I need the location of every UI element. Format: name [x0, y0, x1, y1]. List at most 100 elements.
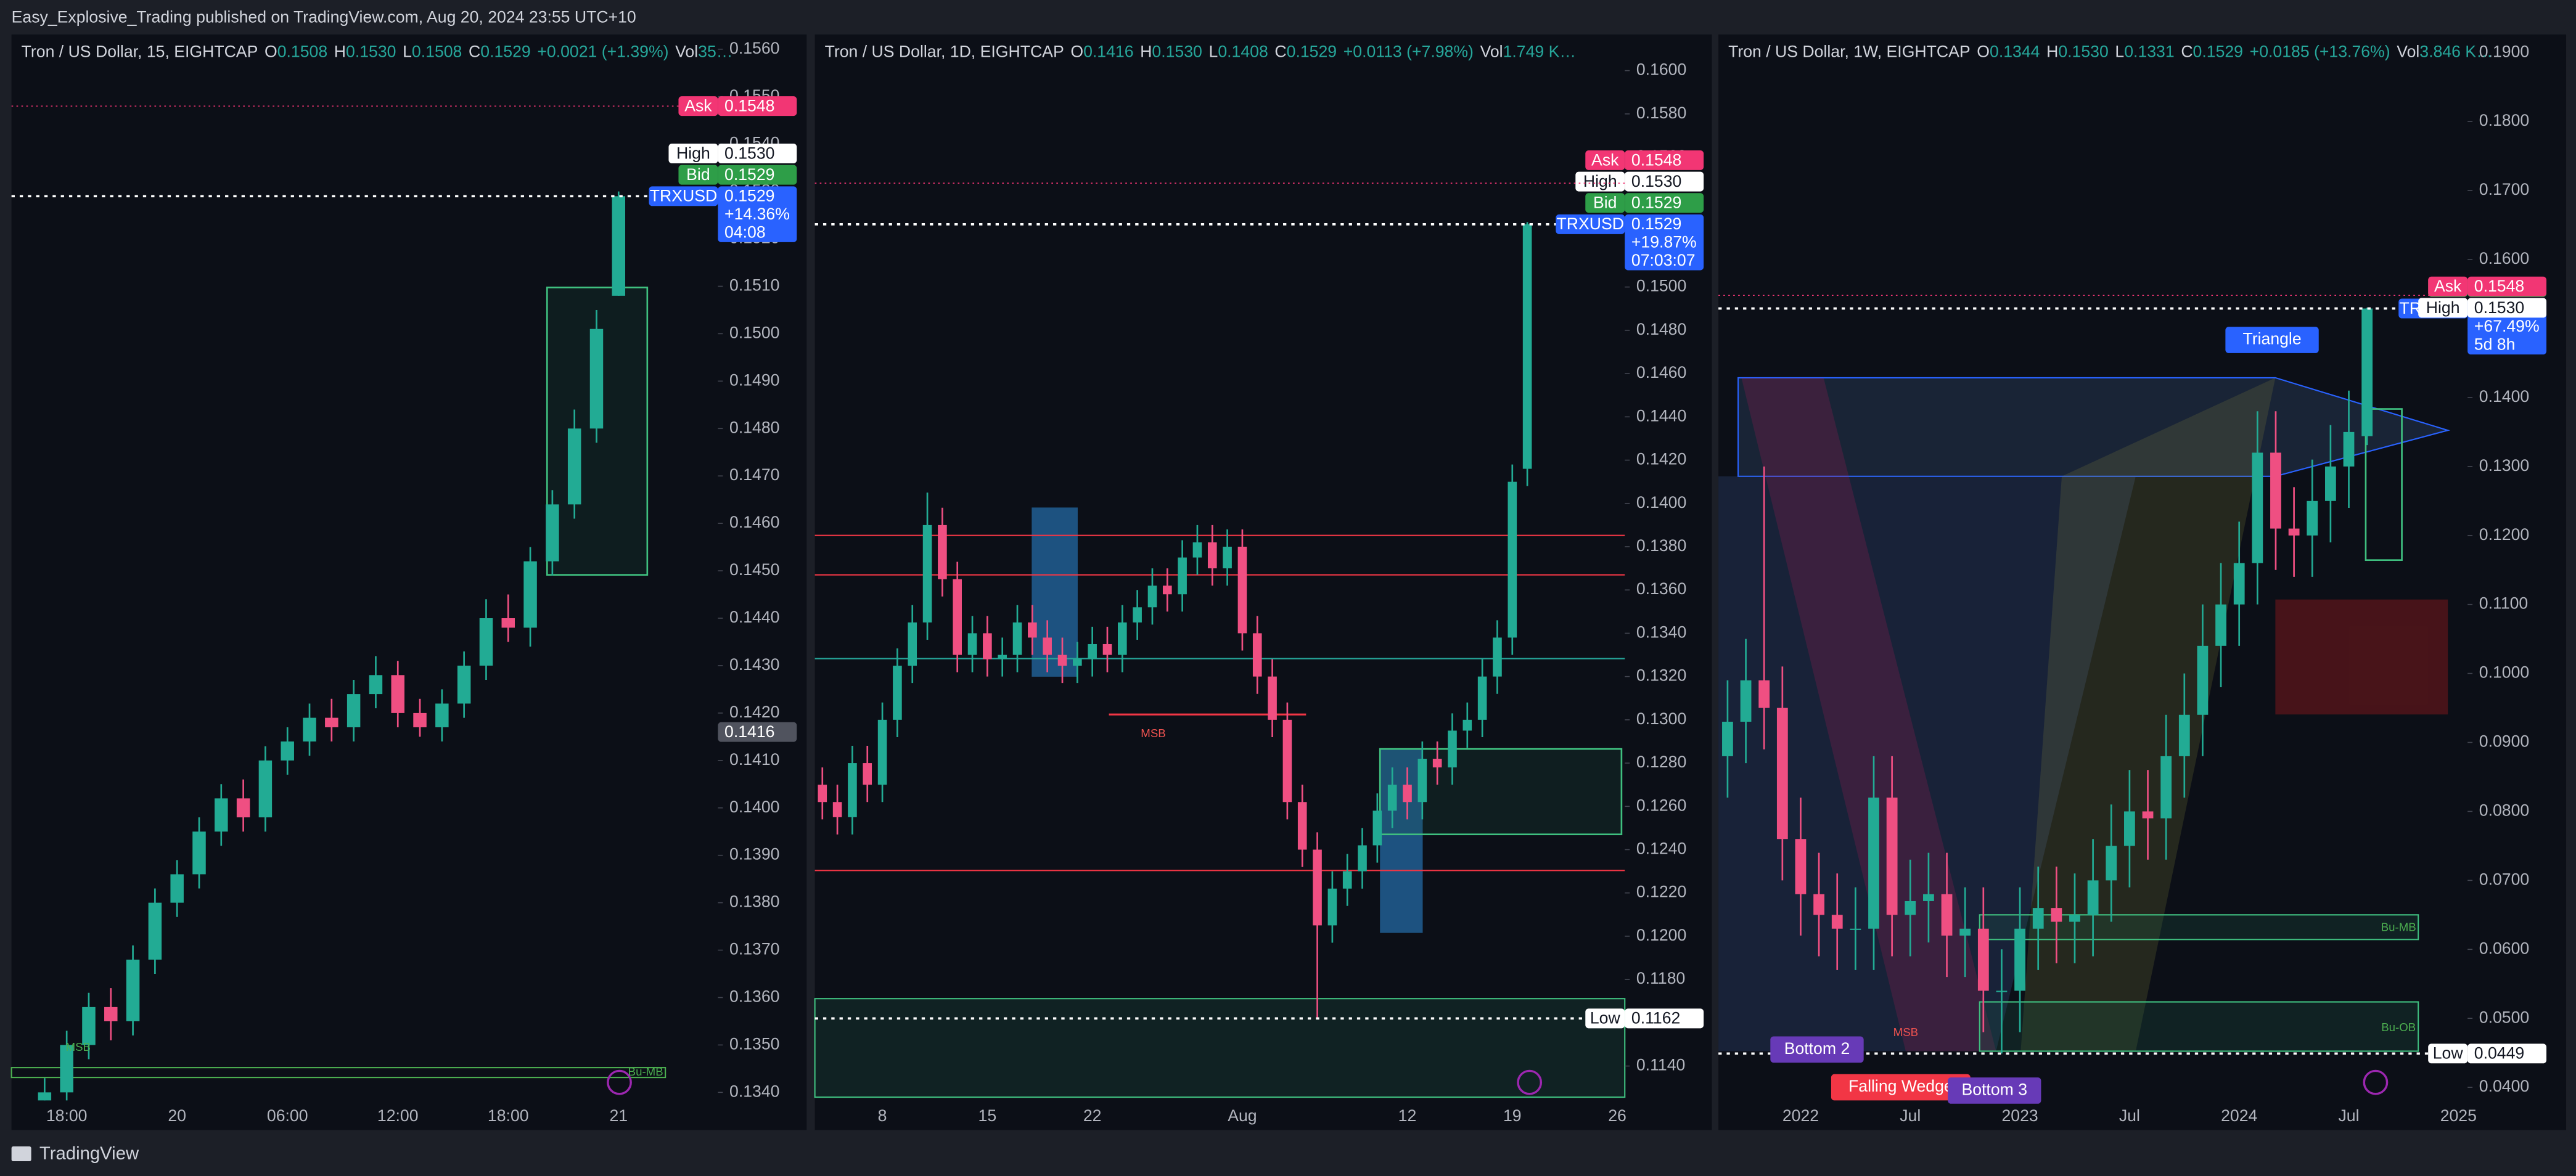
price-tag-name: High — [676, 144, 710, 162]
candle-body — [236, 798, 250, 818]
legend-item: 0.1530 — [346, 42, 396, 60]
candle-body — [2343, 431, 2355, 467]
legend-item: 0.1416 — [1083, 42, 1133, 60]
legend-item: H — [1140, 42, 1152, 60]
y-tick-label: 0.1000 — [2479, 663, 2529, 682]
candle-body — [1237, 546, 1247, 634]
price-tag — [1625, 150, 1704, 170]
drawing-zone — [1741, 377, 1996, 1051]
candle-body — [1831, 915, 1843, 929]
candle-body — [347, 694, 361, 727]
y-tick-label: 0.1460 — [729, 513, 779, 531]
candle-body — [413, 713, 427, 727]
x-tick-label: 12:00 — [377, 1106, 419, 1125]
candle-body — [1012, 622, 1022, 655]
legend-item: L — [403, 42, 412, 60]
price-tag-name-bg — [668, 144, 718, 164]
annotation-bg — [2225, 327, 2319, 353]
drawing-zone — [2275, 599, 2448, 715]
candle-body — [1118, 622, 1127, 655]
legend: Tron / US Dollar, 1W, EIGHTCAP O0.1344 H0.… — [1728, 42, 2493, 60]
candle-body — [1387, 785, 1397, 811]
annotation: Bu-MB — [628, 1065, 663, 1078]
price-tag — [718, 165, 797, 185]
y-tick-label: 0.1900 — [2479, 42, 2529, 60]
candle-body — [2307, 500, 2318, 536]
y-tick-label: 0.1240 — [1636, 839, 1686, 858]
x-tick-label: 21 — [609, 1106, 628, 1125]
plot — [38, 191, 626, 1101]
legend-item: 0.1408 — [1218, 42, 1268, 60]
x-tick-label: 2024 — [2221, 1106, 2257, 1125]
candle-body — [1776, 708, 1788, 839]
y-tick-label: 0.1460 — [1636, 363, 1686, 382]
candle-body — [1417, 759, 1427, 802]
drawing-zone — [1737, 377, 2451, 477]
candle-body — [1941, 894, 1953, 936]
candle-body — [2361, 308, 2373, 436]
candle-body — [953, 579, 962, 655]
legend-item: Tron / US Dollar, 1W, EIGHTCAP — [1728, 42, 1971, 60]
candle-body — [2197, 645, 2209, 715]
x-tick-label: 2025 — [2440, 1106, 2477, 1125]
candle-body — [2178, 714, 2190, 756]
y-tick-label: 0.0500 — [2479, 1008, 2529, 1026]
y-tick-label: 0.1480 — [729, 418, 779, 436]
legend-item: +0.0113 (+7.98%) — [1343, 42, 1474, 60]
y-tick-label: 0.1470 — [729, 465, 779, 484]
price-tag-name-bg — [2428, 1043, 2468, 1064]
price-tag-label: 0.1548 — [1631, 150, 1681, 169]
legend-item: L — [2115, 42, 2124, 60]
annotation: Bu-MB — [2381, 921, 2416, 934]
y-tick-label: 0.1560 — [729, 39, 779, 57]
candle-body — [1432, 759, 1442, 768]
y-tick-label: 0.1480 — [1636, 320, 1686, 338]
annotation-bg — [1948, 1077, 2041, 1104]
price-tag-label: 0.1529 — [724, 187, 774, 205]
price-tag — [1625, 1008, 1704, 1029]
y-tick-label: 0.1510 — [729, 276, 779, 295]
candle-body — [2270, 452, 2281, 529]
y-tick-label: 0.1350 — [729, 1034, 779, 1053]
candle-body — [1223, 546, 1232, 569]
legend-item: 0.1529 — [480, 42, 530, 60]
y-tick-label: 0.1360 — [729, 987, 779, 1006]
annotation-bg — [1831, 1074, 1971, 1101]
price-tag-label: 0.1548 — [724, 96, 774, 115]
x-tick-label: 19 — [1503, 1106, 1522, 1125]
candle-body — [2215, 604, 2226, 646]
candle-body — [983, 633, 992, 659]
candle-body — [1133, 607, 1142, 623]
drawing-zone — [2020, 377, 2276, 1051]
icon — [1517, 1069, 1543, 1095]
y-tick-label: 0.0900 — [2479, 732, 2529, 751]
legend-item: 3.846 K… — [2419, 42, 2492, 60]
candle-body — [1886, 798, 1898, 915]
legend-item: L — [1209, 42, 1218, 60]
candle-body — [192, 831, 206, 875]
candle-body — [479, 618, 493, 666]
candle-body — [2032, 908, 2044, 929]
candle-body — [1722, 721, 1733, 756]
legend-item: O — [265, 42, 277, 60]
drawing-zone — [814, 998, 1626, 1098]
y-tick-label: 0.1260 — [1636, 796, 1686, 814]
y-tick-label: 0.1400 — [1636, 493, 1686, 512]
y-tick-label: 0.1140 — [1636, 1056, 1685, 1074]
candle-body — [391, 675, 404, 713]
candle-body — [258, 760, 273, 818]
candle-body — [1342, 871, 1352, 889]
candle-body — [1178, 557, 1187, 595]
y-tick-label: 0.1700 — [2479, 180, 2529, 198]
drawing-zone — [1379, 748, 1623, 836]
y-tick-label: 0.1500 — [1636, 277, 1686, 295]
y-tick-label: 0.1490 — [729, 370, 779, 389]
candle-body — [369, 675, 383, 695]
legend-item: +0.0021 (+1.39%) — [537, 42, 668, 60]
candle-body — [1923, 894, 1934, 901]
legend-item: Vol — [1480, 42, 1503, 60]
candle-body — [1996, 990, 2008, 992]
panel-bg — [814, 34, 1712, 1130]
y-tick-label: 0.1420 — [729, 703, 779, 721]
x-tick-label: 18:00 — [488, 1106, 529, 1125]
